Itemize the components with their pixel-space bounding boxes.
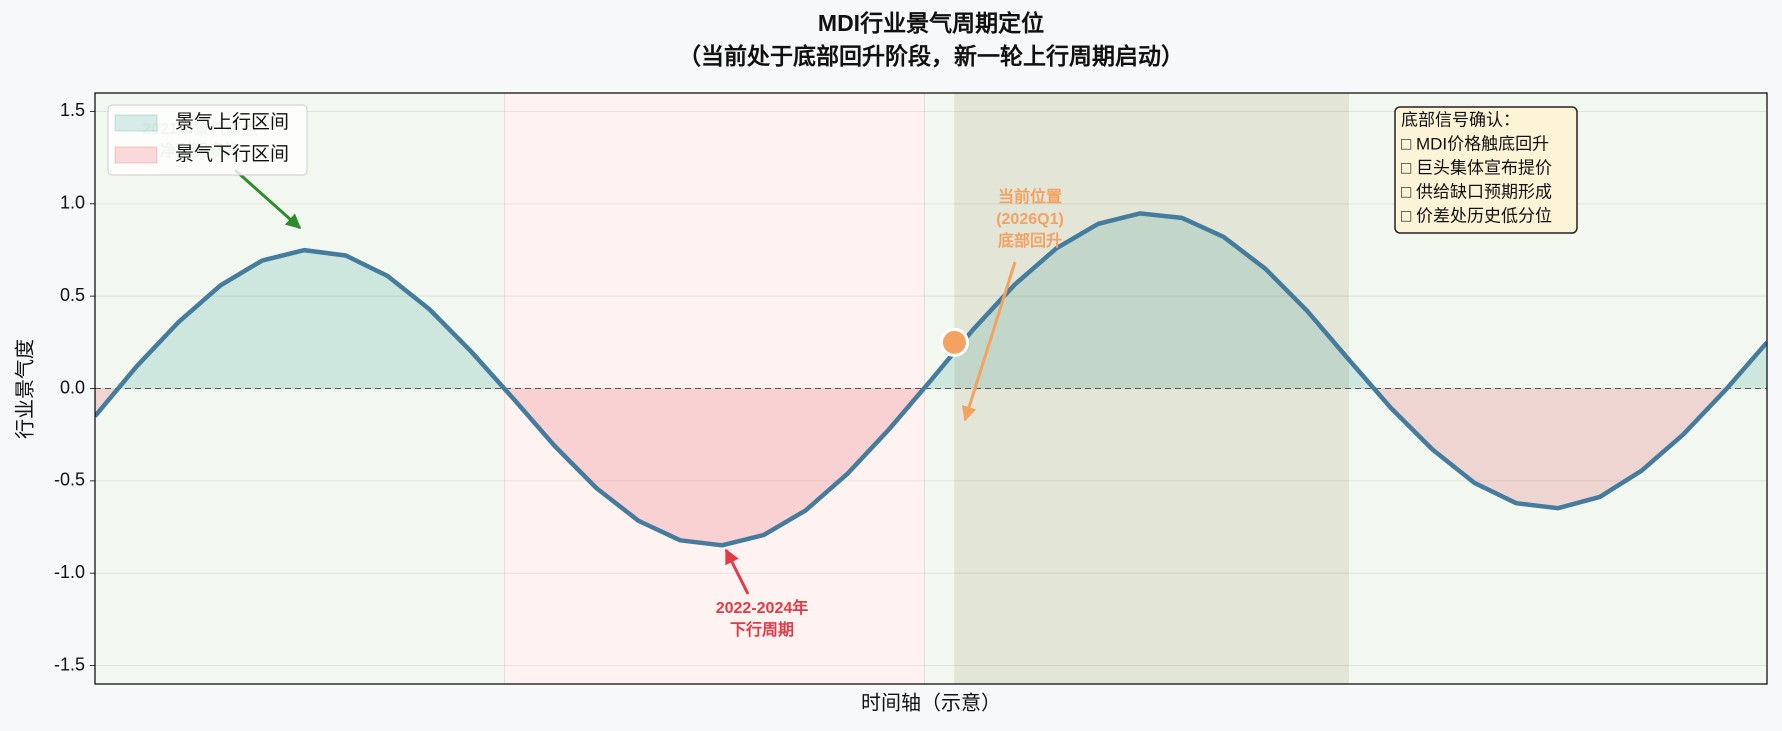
- x-axis-label: 时间轴（示意）: [861, 691, 1001, 714]
- y-tick-label: -1.5: [54, 654, 85, 674]
- y-tick-label: 1.5: [60, 100, 85, 120]
- annotation-text: 下行周期: [730, 620, 794, 639]
- annotation-text: 2022-2024年: [716, 598, 809, 617]
- chart-subtitle: （当前处于底部回升阶段，新一轮上行周期启动）: [678, 43, 1184, 69]
- annotation-arrow: [961, 261, 1017, 422]
- y-axis-label: 行业景气度: [13, 339, 36, 439]
- area-positive: [95, 213, 1767, 389]
- plot-frame: [94, 92, 1768, 685]
- annotation-text: 底部回升: [998, 231, 1062, 250]
- y-tick-label: -1.0: [54, 562, 85, 582]
- info-line: □ 价差处历史低分位: [1401, 206, 1552, 225]
- area-negative: [95, 388, 1767, 546]
- info-line: □ 供给缺口预期形成: [1401, 182, 1552, 201]
- chart-title: MDI行业景气周期定位: [818, 10, 1044, 36]
- info-title: 底部信号确认：: [1401, 110, 1520, 129]
- line: [95, 211, 1767, 548]
- info-line: □ MDI价格触底回升: [1401, 134, 1549, 153]
- annotation-text: (2026Q1): [996, 211, 1064, 228]
- legend-swatch: [114, 146, 158, 164]
- legend-label: 景气上行区间: [175, 111, 289, 133]
- y-tick-label: -0.5: [54, 470, 85, 490]
- plot-area: [95, 93, 1767, 684]
- legend-box: [107, 104, 308, 176]
- legend-label: 景气下行区间: [175, 143, 289, 165]
- legend-swatch: [114, 114, 158, 132]
- info-line: □ 巨头集体宣布提价: [1401, 158, 1552, 177]
- annotation-arrow: [234, 168, 302, 230]
- annotation-text: 当前位置: [998, 187, 1062, 206]
- current-point: [939, 327, 969, 357]
- y-tick-label: 1.0: [60, 193, 85, 213]
- y-tick-label: 0.5: [60, 285, 85, 305]
- annotation-arrow: [724, 548, 750, 595]
- region-band: [504, 93, 925, 684]
- y-tick-label: 0.0: [60, 377, 85, 397]
- info-box: [1394, 106, 1578, 234]
